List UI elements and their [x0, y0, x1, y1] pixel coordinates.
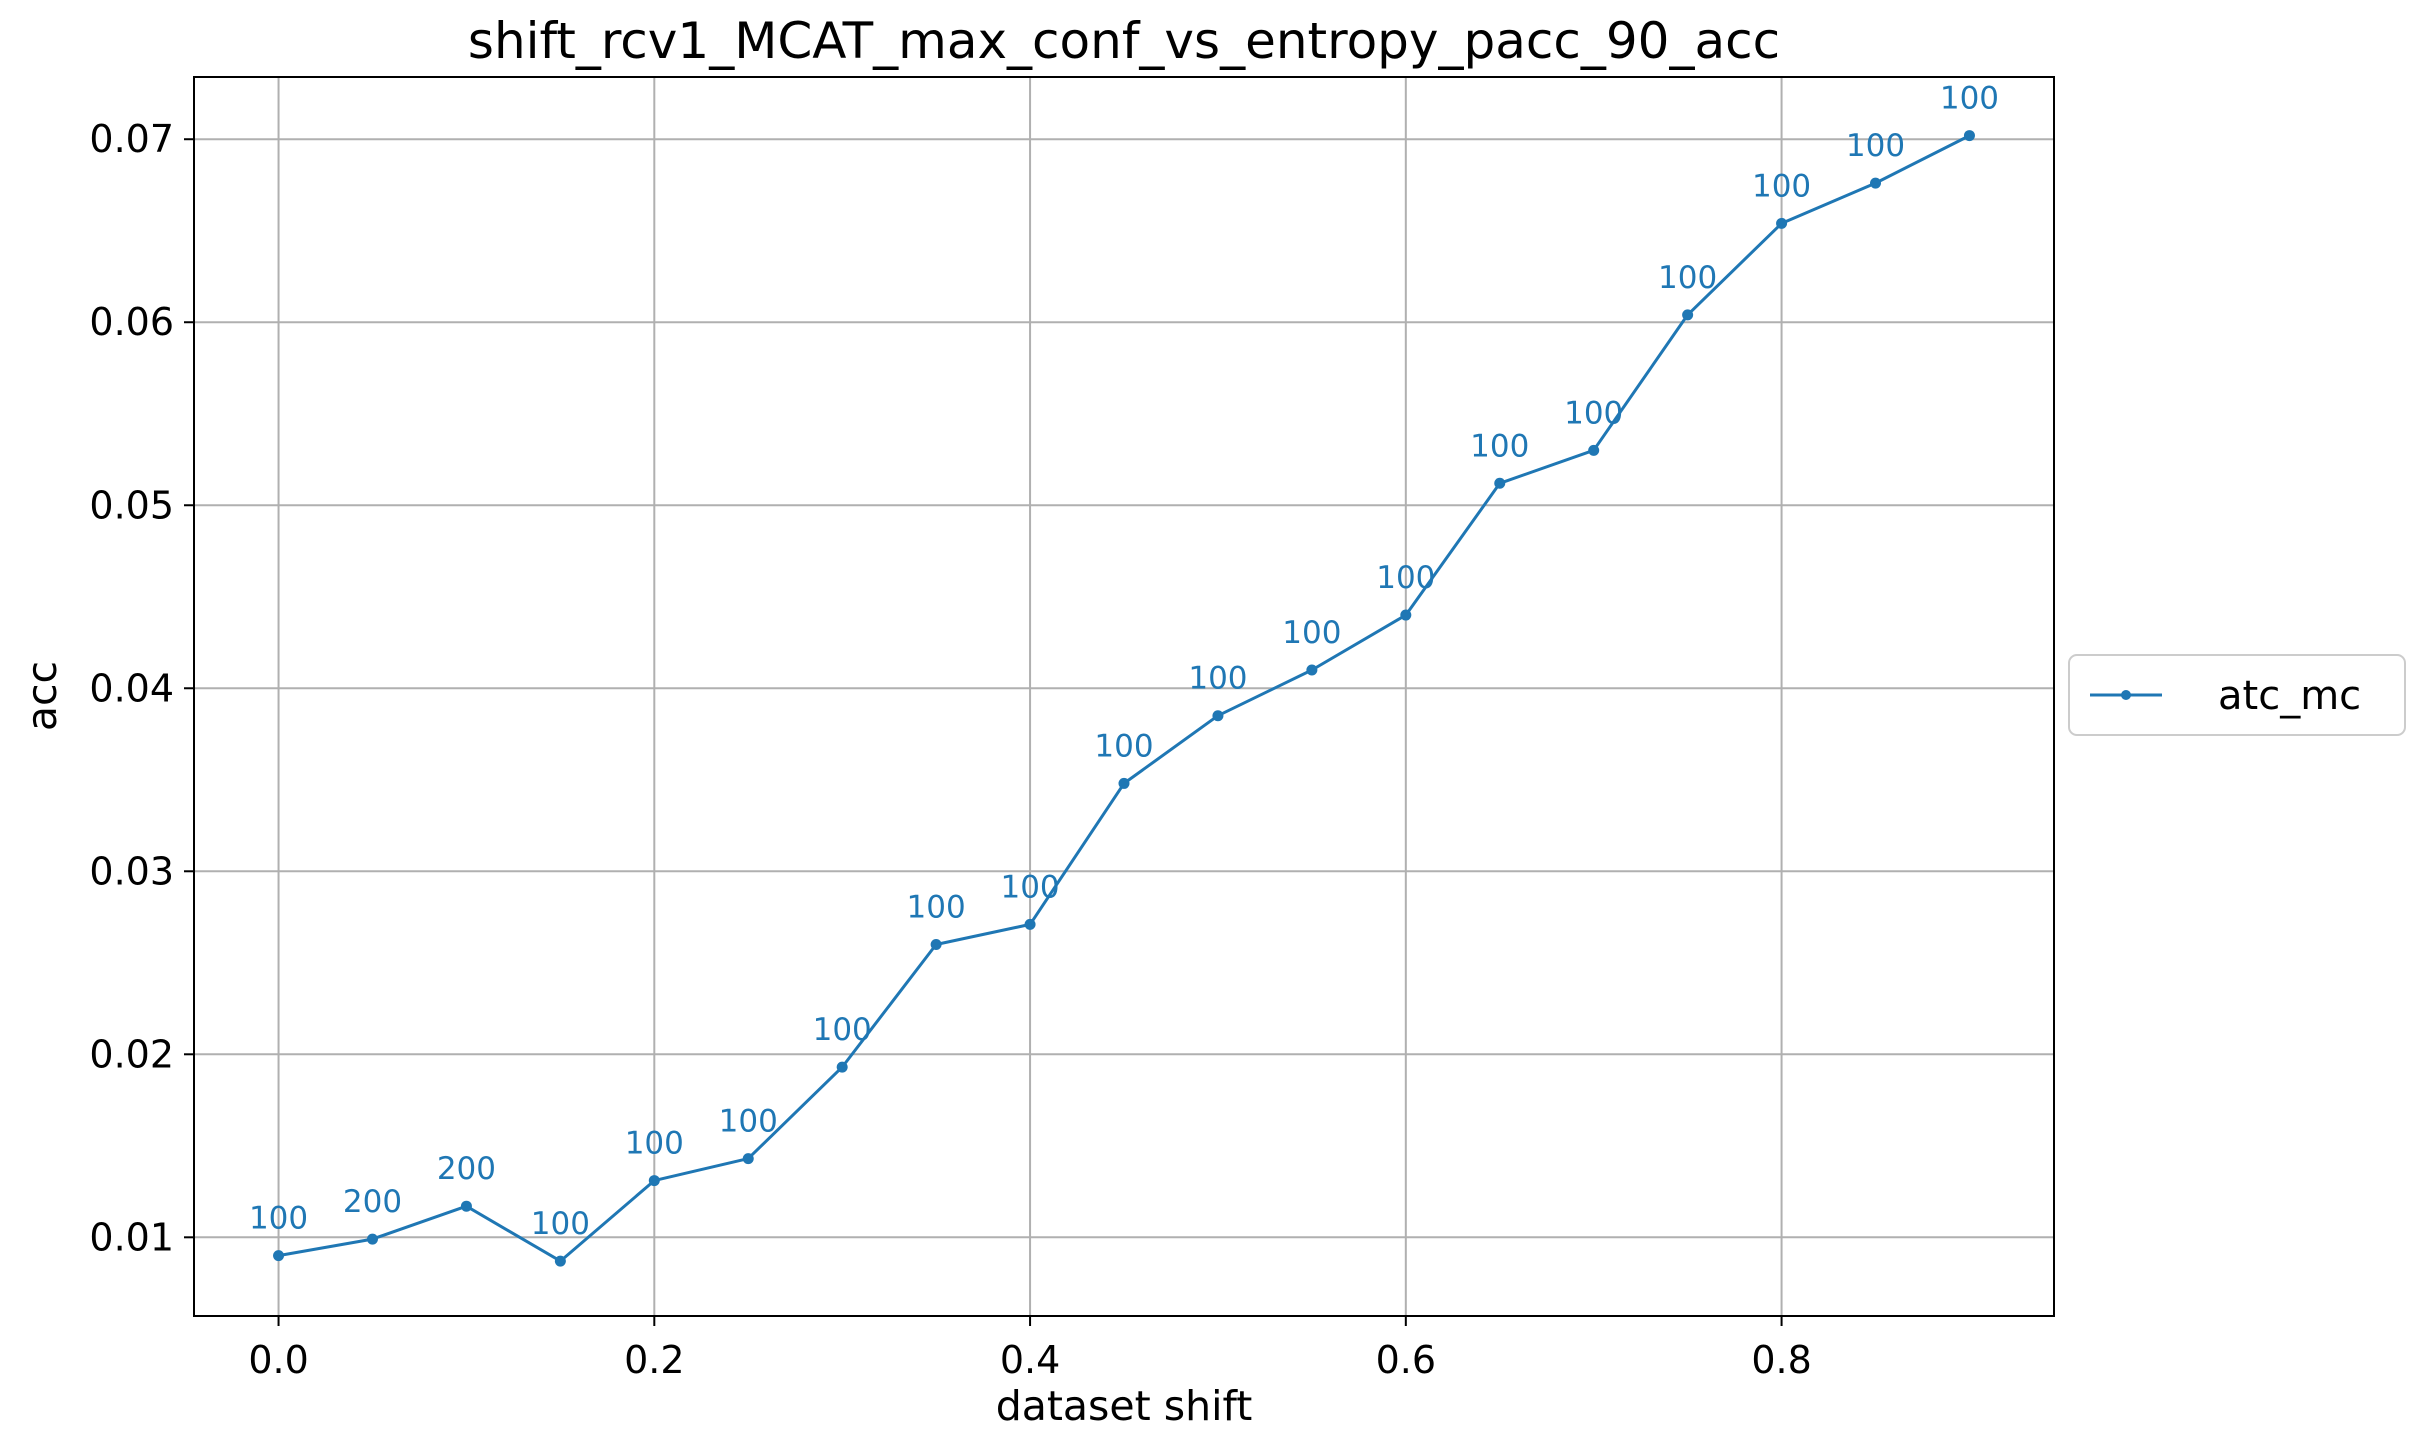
data-label: 100: [1752, 168, 1811, 204]
data-label: 100: [1940, 81, 1999, 117]
data-label: 100: [531, 1206, 590, 1242]
y-tick-label: 0.03: [89, 849, 174, 893]
y-axis-ticks: 0.01 0.02 0.03 0.04 0.05 0.06 0.07: [89, 117, 194, 1259]
data-label: 100: [625, 1126, 684, 1162]
data-point: [836, 1061, 848, 1073]
series-line-atc_mc: [278, 134, 1971, 1263]
data-point: [1776, 217, 1788, 229]
y-axis-label: acc: [18, 661, 66, 731]
legend-label: atc_mc: [2218, 673, 2361, 719]
data-point: [1306, 664, 1318, 676]
y-tick-label: 0.05: [89, 483, 174, 527]
grid-lines: [194, 77, 2054, 1316]
legend-box: [2068, 654, 2406, 736]
data-point: [1400, 609, 1412, 621]
x-tick-label: 0.0: [248, 1338, 308, 1382]
y-tick-label: 0.06: [89, 300, 174, 344]
data-point: [366, 1233, 378, 1245]
data-point: [273, 1250, 285, 1262]
x-axis-ticks: 0.0 0.2 0.4 0.6 0.8: [248, 1316, 1812, 1382]
point-labels: 100 200 200 100 100 100 100 100 100 100 100 100 100 1…: [249, 81, 1999, 1243]
data-label: 100: [1846, 128, 1905, 164]
data-point: [1870, 177, 1882, 189]
data-point: [1682, 309, 1694, 321]
data-label: 100: [1094, 728, 1153, 764]
data-label: 100: [249, 1201, 308, 1237]
data-point: [1588, 444, 1600, 456]
y-tick-label: 0.02: [89, 1032, 174, 1076]
data-label: 100: [719, 1104, 778, 1140]
data-point: [930, 938, 942, 950]
data-point: [554, 1255, 566, 1267]
data-label: 100: [1470, 428, 1529, 464]
data-label: 100: [1376, 560, 1435, 596]
legend-marker-swatch: [2121, 690, 2131, 700]
data-point: [648, 1175, 660, 1187]
data-point: [1212, 710, 1224, 722]
y-tick-label: 0.07: [89, 117, 174, 161]
data-point: [1963, 130, 1975, 142]
x-tick-label: 0.4: [1000, 1338, 1060, 1382]
data-label: 100: [1188, 661, 1247, 697]
y-tick-label: 0.01: [89, 1215, 174, 1259]
x-axis-label: dataset shift: [996, 1382, 1253, 1430]
data-label: 100: [907, 889, 966, 925]
x-tick-label: 0.6: [1376, 1338, 1436, 1382]
data-label: 100: [1658, 260, 1717, 296]
plot-frame: [193, 76, 2055, 1317]
data-label: 100: [1000, 869, 1059, 905]
data-point: [460, 1200, 472, 1212]
x-tick-label: 0.2: [624, 1338, 684, 1382]
data-label: 100: [813, 1012, 872, 1048]
x-tick-label: 0.8: [1751, 1338, 1811, 1382]
data-label: 200: [437, 1151, 496, 1187]
data-point: [742, 1153, 754, 1165]
legend: atc_mc: [2068, 654, 2406, 736]
data-point: [1118, 777, 1130, 789]
y-tick-label: 0.04: [89, 666, 174, 710]
series-layer: [273, 130, 1975, 1267]
data-label: 100: [1564, 395, 1623, 431]
data-label: 200: [343, 1184, 402, 1220]
chart-title: shift_rcv1_MCAT_max_conf_vs_entropy_pacc…: [468, 12, 1780, 70]
data-point: [1494, 477, 1506, 489]
data-label: 100: [1282, 615, 1341, 651]
data-point: [1024, 918, 1036, 930]
